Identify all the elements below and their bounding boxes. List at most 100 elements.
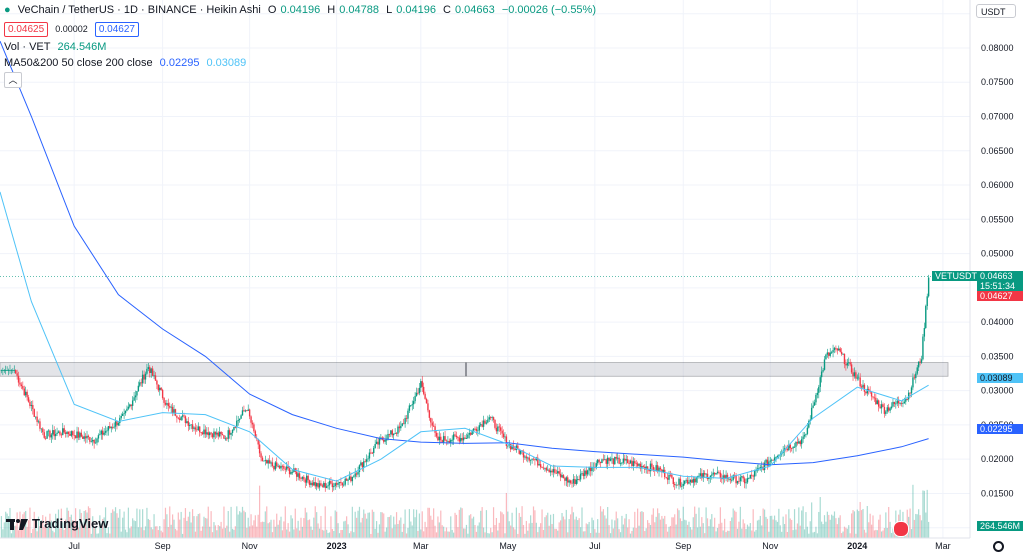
volume-bar: [721, 522, 723, 538]
volume-bar: [273, 519, 275, 538]
ma50-tag: 0.02295: [977, 424, 1023, 434]
candle-body: [577, 479, 579, 480]
candle-body: [104, 431, 107, 433]
volume-bar: [15, 525, 17, 538]
candle-body: [471, 430, 473, 435]
volume-bar: [336, 511, 338, 538]
ma200-line: [0, 191, 929, 482]
candle-body: [565, 477, 568, 481]
volume-tag: 264.546M: [977, 521, 1023, 531]
candle-body: [599, 461, 602, 464]
candle-body: [775, 457, 777, 458]
volume-bar: [404, 509, 406, 538]
volume-bar: [540, 523, 542, 538]
candle-body: [216, 432, 218, 435]
volume-bar: [798, 507, 800, 538]
price-tick-label: 0.07000: [981, 112, 1014, 122]
ask-button[interactable]: 0.04627: [94, 22, 139, 37]
volume-legend[interactable]: Vol · VET 264.546M: [4, 41, 110, 53]
candle-body: [415, 392, 418, 397]
candle-body: [170, 406, 172, 408]
volume-bar: [194, 531, 197, 538]
currency-button[interactable]: USDT: [976, 4, 1016, 18]
volume-bar: [729, 521, 731, 538]
volume-bar: [190, 522, 192, 538]
volume-bar: [751, 530, 753, 538]
candle-body: [765, 459, 767, 463]
candle-body: [43, 432, 45, 438]
candle-body: [37, 421, 40, 423]
tradingview-logo[interactable]: TradingView: [6, 516, 108, 531]
resistance-zone[interactable]: [0, 276, 970, 377]
volume-bar: [82, 526, 84, 538]
candle-body: [661, 469, 663, 473]
volume-bar: [142, 509, 144, 538]
price-tick-label: 0.05500: [981, 214, 1014, 224]
candle-body: [264, 460, 267, 461]
candle-body: [126, 408, 128, 411]
volume-bar: [530, 515, 532, 538]
candle-body: [327, 485, 329, 487]
symbol-title[interactable]: VeChain / TetherUS · 1D · BINANCE · Heik…: [17, 4, 261, 16]
candle-body: [267, 460, 269, 464]
settings-gear-icon[interactable]: [993, 541, 1004, 552]
volume-bar: [437, 516, 439, 538]
candle-body: [149, 367, 151, 373]
volume-bar: [149, 519, 151, 538]
candle-body: [143, 374, 145, 380]
candle-body: [605, 459, 607, 464]
volume-bar: [678, 510, 680, 538]
volume-bar: [855, 533, 857, 538]
volume-bar: [284, 506, 286, 538]
volume-bar: [832, 515, 834, 538]
bid-button[interactable]: 0.04625: [4, 22, 49, 37]
candle-body: [505, 436, 508, 446]
candle-body: [84, 436, 87, 439]
candle-body: [736, 480, 739, 484]
candle-body: [211, 433, 214, 438]
candle-body: [885, 411, 887, 414]
candle-body: [345, 478, 348, 481]
candle-body: [387, 433, 389, 440]
candle-body: [241, 410, 244, 416]
volume-bar: [818, 511, 820, 538]
volume-bar: [634, 511, 636, 538]
candle-body: [334, 483, 336, 487]
ma-legend[interactable]: MA50&200 50 close 200 close 0.02295 0.03…: [4, 57, 250, 69]
volume-bar: [793, 509, 796, 538]
candle-body: [123, 413, 125, 414]
volume-bar: [107, 527, 110, 538]
volume-bar: [46, 528, 48, 538]
volume-bar: [356, 517, 358, 538]
volume-bar: [207, 506, 209, 538]
candle-body: [421, 381, 423, 387]
candle-body: [528, 457, 530, 461]
time-tick-label: 2023: [327, 541, 347, 551]
volume-bar: [551, 524, 553, 538]
candle-body: [422, 386, 425, 394]
candle-body: [739, 477, 742, 482]
candle-body: [457, 437, 459, 438]
candle-body: [645, 466, 647, 470]
volume-bar: [627, 527, 629, 538]
volume-bar: [451, 529, 453, 538]
time-axis[interactable]: Jul Sep Nov 2023 Mar May Jul Sep Nov 2024 Mar: [0, 537, 970, 551]
volume-bar: [407, 527, 409, 538]
volume-bar: [500, 511, 502, 538]
volume-bar: [351, 506, 353, 538]
candle-body: [574, 478, 576, 485]
volume-bar: [127, 507, 129, 538]
candle-body: [19, 382, 21, 385]
candle-body: [735, 475, 737, 484]
volume-bar: [746, 524, 749, 538]
candle-body: [74, 435, 77, 439]
volume-bar: [270, 519, 272, 538]
candle-body: [826, 352, 829, 355]
volume-bar: [659, 519, 662, 538]
volume-value: 264.546M: [57, 41, 107, 53]
candle-body: [454, 434, 456, 436]
collapse-legend-button[interactable]: ︿: [4, 72, 22, 88]
candle-body: [114, 421, 117, 427]
flag-icon[interactable]: [893, 521, 909, 537]
